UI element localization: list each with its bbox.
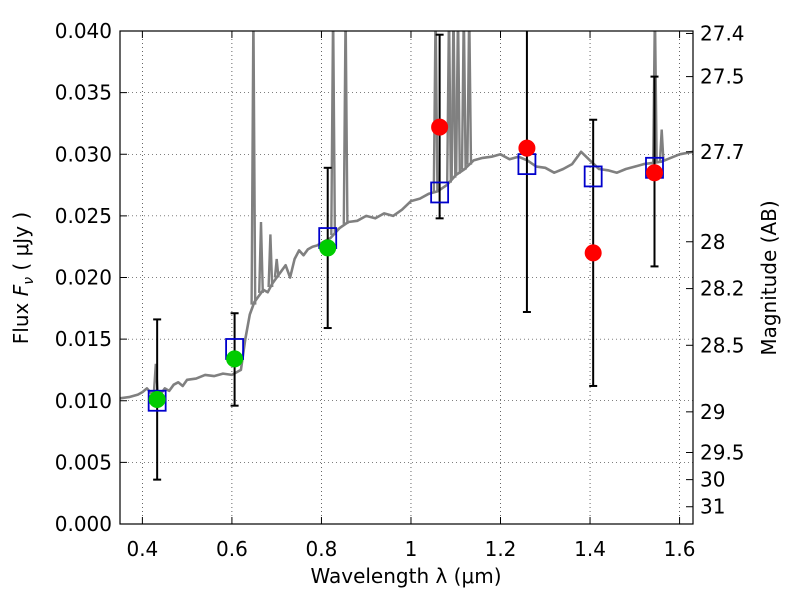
observed-flux-point	[431, 118, 449, 136]
observed-flux-point	[319, 239, 337, 257]
observed-flux-point	[148, 391, 166, 409]
spectrum-line	[120, 150, 693, 400]
y2-tick-label: 27.5	[700, 65, 745, 89]
axis-ticks: 0.4 0.6 0.8 1 1.2 1.4 1.6 0.000 0.005 0.010 0.015 0…	[55, 19, 745, 561]
spectrum-emission-line	[446, 31, 452, 183]
y-axis-title-suffix: ( μJy )	[9, 212, 33, 277]
y-tick-label: 0.030	[55, 142, 112, 166]
spectrum-emission-line	[450, 31, 457, 178]
y2-tick-label: 28.2	[700, 277, 745, 301]
y-axis-title-symbol-sub: ν	[21, 277, 37, 285]
y-tick-label: 0.000	[55, 512, 112, 536]
y2-tick-label: 29	[700, 400, 725, 424]
observed-flux-point	[518, 139, 536, 157]
spectrum-emission-line	[330, 31, 337, 236]
spectrum-emission-line	[267, 234, 274, 288]
y2-tick-label: 29.5	[700, 441, 745, 465]
x-tick-label: 0.4	[126, 537, 158, 561]
y2-tick-label: 31	[700, 495, 725, 519]
y2-tick-label: 27.7	[700, 140, 745, 164]
x-tick-label: 1.2	[485, 537, 517, 561]
x-tick-label: 0.8	[306, 537, 338, 561]
x-tick-label: 1.4	[574, 537, 606, 561]
model-flux-square	[583, 165, 603, 188]
observed-flux-point	[226, 350, 244, 368]
x-tick-label: 1	[405, 537, 418, 561]
spectrum-emission-line	[466, 31, 473, 165]
x-tick-label: 1.6	[664, 537, 696, 561]
y-tick-label: 0.005	[55, 450, 112, 474]
y-tick-label: 0.035	[55, 81, 112, 105]
spectrum-emission-line	[460, 31, 467, 170]
y-tick-label: 0.015	[55, 327, 112, 351]
y2-tick-label: 30	[700, 468, 725, 492]
model-flux-square	[430, 181, 450, 204]
spectrum-emission-line	[273, 258, 280, 278]
y2-tick-label: 28	[700, 230, 725, 254]
spectrum-emission-line	[258, 221, 264, 293]
observed-flux-point	[584, 244, 602, 262]
spectrum-emission-line	[342, 31, 349, 224]
x-axis-title: Wavelength λ (μm)	[310, 564, 501, 588]
y-axis-title-symbol: F	[9, 284, 33, 296]
y-tick-label: 0.020	[55, 266, 112, 290]
y2-tick-label: 27.4	[700, 21, 745, 45]
y2-axis-title: Magnitude (AB)	[757, 200, 781, 355]
x-tick-label: 0.6	[216, 537, 248, 561]
y2-tick-label: 28.5	[700, 333, 745, 357]
y-tick-label: 0.025	[55, 204, 112, 228]
spectrum-emission-line	[455, 31, 461, 174]
y-axis-title: Flux Fν ( μJy )	[9, 212, 37, 344]
spectrum-emission-line	[250, 31, 257, 305]
observed-photometry-points	[148, 118, 664, 409]
plot-area	[120, 31, 693, 524]
spectrum-emission-line	[658, 129, 665, 162]
model-flux-square	[147, 389, 167, 412]
y-tick-label: 0.010	[55, 389, 112, 413]
observed-flux-point	[646, 164, 664, 182]
y-axis-title-prefix: Flux	[9, 296, 33, 344]
y-tick-label: 0.040	[55, 19, 112, 43]
